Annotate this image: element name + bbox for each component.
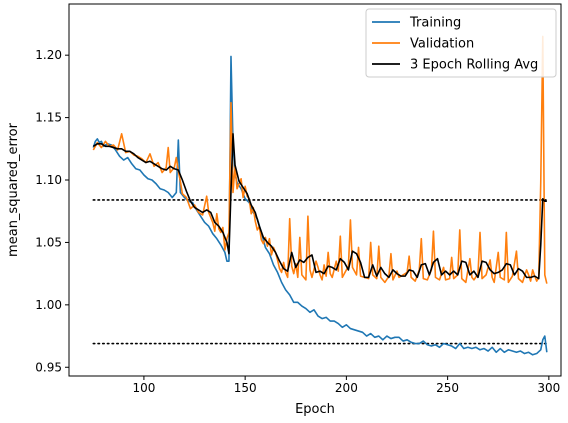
y-tick-label-1.05: 1.05 <box>35 235 62 249</box>
y-axis-label: mean_squared_error <box>6 122 21 257</box>
series-line-3-epoch-rolling-avg <box>92 133 547 280</box>
y-tick-label-1.10: 1.10 <box>35 173 62 187</box>
y-tick-label-1.20: 1.20 <box>35 48 62 62</box>
x-tick-label-200: 200 <box>335 381 358 395</box>
legend-label-3-epoch-rolling-avg: 3 Epoch Rolling Avg <box>410 58 538 73</box>
x-tick-label-300: 300 <box>537 381 560 395</box>
x-tick-label-100: 100 <box>132 381 155 395</box>
legend: Training Validation 3 Epoch Rolling Avg <box>365 8 557 78</box>
y-tick-label-1.15: 1.15 <box>35 111 62 125</box>
y-tick-label-0.95: 0.95 <box>35 360 62 374</box>
series-line-training <box>92 55 548 356</box>
legend-box <box>365 8 557 78</box>
legend-label-training: Training <box>409 16 461 31</box>
x-tick-label-150: 150 <box>234 381 257 395</box>
x-axis-label: Epoch <box>295 402 335 417</box>
x-tick-label-250: 250 <box>436 381 459 395</box>
legend-label-validation: Validation <box>410 37 474 52</box>
y-tick-label-1.00: 1.00 <box>35 298 62 312</box>
plot-frame <box>68 3 562 377</box>
